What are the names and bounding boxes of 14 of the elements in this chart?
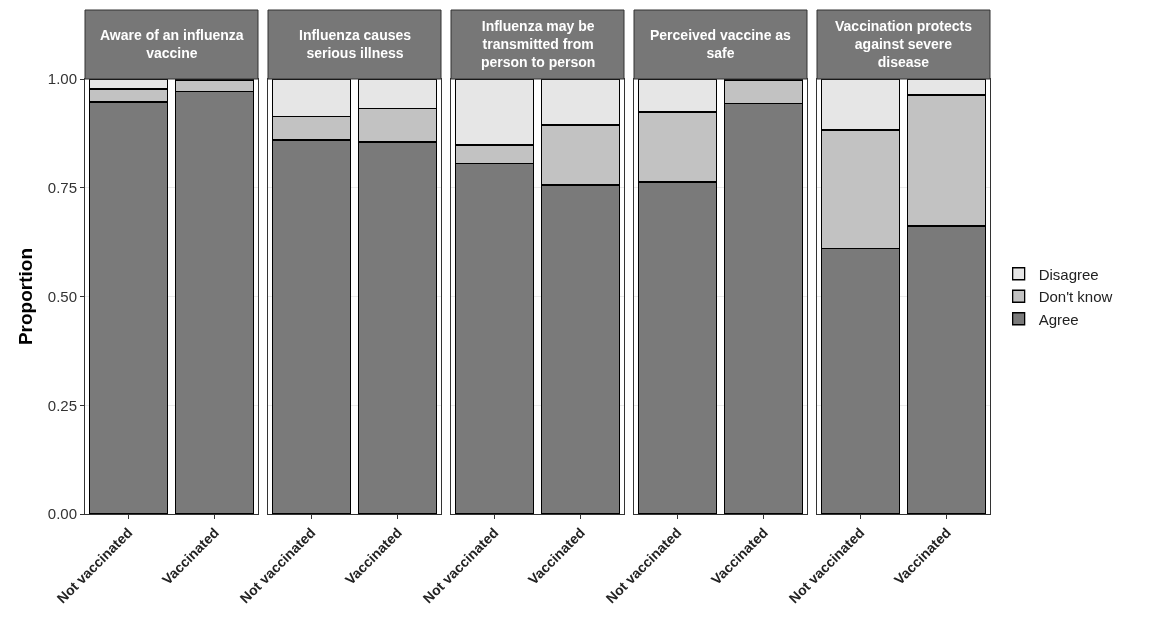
- chart-title: Perceived vaccine as safe: [650, 27, 792, 62]
- legend-label: Disagree: [1038, 265, 1099, 283]
- legend-label: Don't know: [1038, 288, 1113, 306]
- y-tick-label: 0.50: [47, 287, 77, 305]
- legend-label: Agree: [1038, 310, 1079, 328]
- y-tick-label: 0.75: [47, 179, 77, 196]
- y-tick-label: 1.00: [47, 70, 77, 88]
- chart-title: Influenza may be transmitted from person to person: [481, 18, 596, 71]
- chart-title: Aware of an influenza vaccine: [100, 27, 244, 62]
- y-tick-label: 0.00: [47, 505, 77, 523]
- chart-title: Influenza causes serious illness: [299, 27, 412, 62]
- y-axis-title: Proportion: [14, 247, 36, 346]
- chart-title: Vaccination protects against severe disease: [835, 18, 973, 71]
- y-tick-label: 0.25: [47, 396, 77, 414]
